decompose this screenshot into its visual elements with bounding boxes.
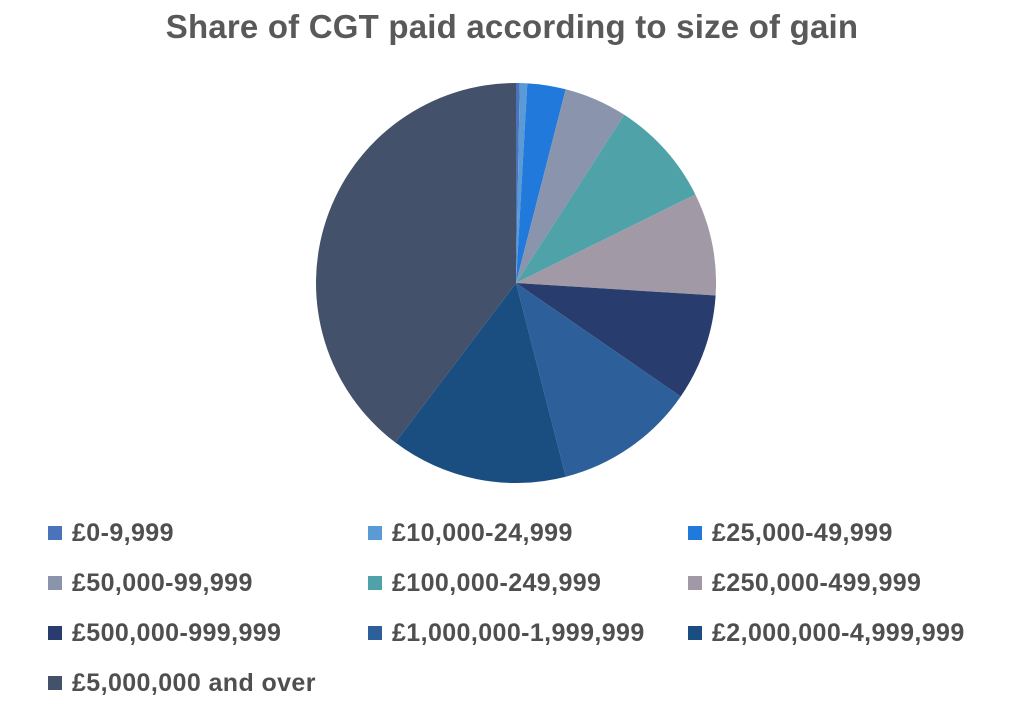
- chart-legend: £0-9,999 £10,000-24,999 £25,000-49,999 £50,…: [48, 508, 1024, 708]
- legend-item-0: £0-9,999: [48, 519, 368, 548]
- legend-label: £25,000-49,999: [712, 518, 893, 547]
- pie-chart: [316, 83, 716, 483]
- legend-item-8: £2,000,000-4,999,999: [688, 619, 1024, 648]
- legend-swatch-icon: [688, 626, 702, 640]
- legend-swatch-icon: [368, 626, 382, 640]
- pie-slice-1: [516, 83, 528, 283]
- legend-swatch-icon: [688, 576, 702, 590]
- pie-slice-6: [516, 283, 716, 397]
- legend-item-7: £1,000,000-1,999,999: [368, 619, 688, 648]
- pie-slice-0: [516, 83, 520, 283]
- legend-swatch-icon: [48, 526, 62, 540]
- legend-label: £10,000-24,999: [392, 518, 573, 547]
- legend-item-4: £100,000-249,999: [368, 569, 688, 598]
- pie-slice-5: [516, 194, 716, 296]
- legend-item-5: £250,000-499,999: [688, 569, 1024, 598]
- legend-label: £0-9,999: [72, 518, 174, 547]
- pie-slice-8: [395, 283, 566, 483]
- legend-label: £50,000-99,999: [72, 568, 253, 597]
- legend-label: £5,000,000 and over: [72, 668, 316, 697]
- chart-title: Share of CGT paid according to size of g…: [165, 8, 859, 45]
- legend-item-6: £500,000-999,999: [48, 619, 368, 648]
- legend-swatch-icon: [48, 626, 62, 640]
- legend-swatch-icon: [368, 526, 382, 540]
- legend-swatch-icon: [688, 526, 702, 540]
- legend-swatch-icon: [368, 576, 382, 590]
- legend-label: £500,000-999,999: [72, 618, 282, 647]
- legend-label: £1,000,000-1,999,999: [392, 618, 645, 647]
- pie-slice-9: [316, 83, 516, 443]
- legend-label: £100,000-249,999: [392, 568, 602, 597]
- pie-svg: [316, 83, 716, 483]
- legend-item-1: £10,000-24,999: [368, 519, 688, 548]
- pie-slice-3: [516, 89, 625, 283]
- legend-item-9: £5,000,000 and over: [48, 669, 368, 698]
- legend-label: £2,000,000-4,999,999: [712, 618, 965, 647]
- legend-swatch-icon: [48, 676, 62, 690]
- pie-slice-2: [516, 83, 566, 283]
- legend-item-2: £25,000-49,999: [688, 519, 1024, 548]
- pie-slice-4: [516, 114, 696, 283]
- pie-slice-7: [516, 283, 681, 477]
- legend-swatch-icon: [48, 576, 62, 590]
- legend-label: £250,000-499,999: [712, 568, 922, 597]
- legend-item-3: £50,000-99,999: [48, 569, 368, 598]
